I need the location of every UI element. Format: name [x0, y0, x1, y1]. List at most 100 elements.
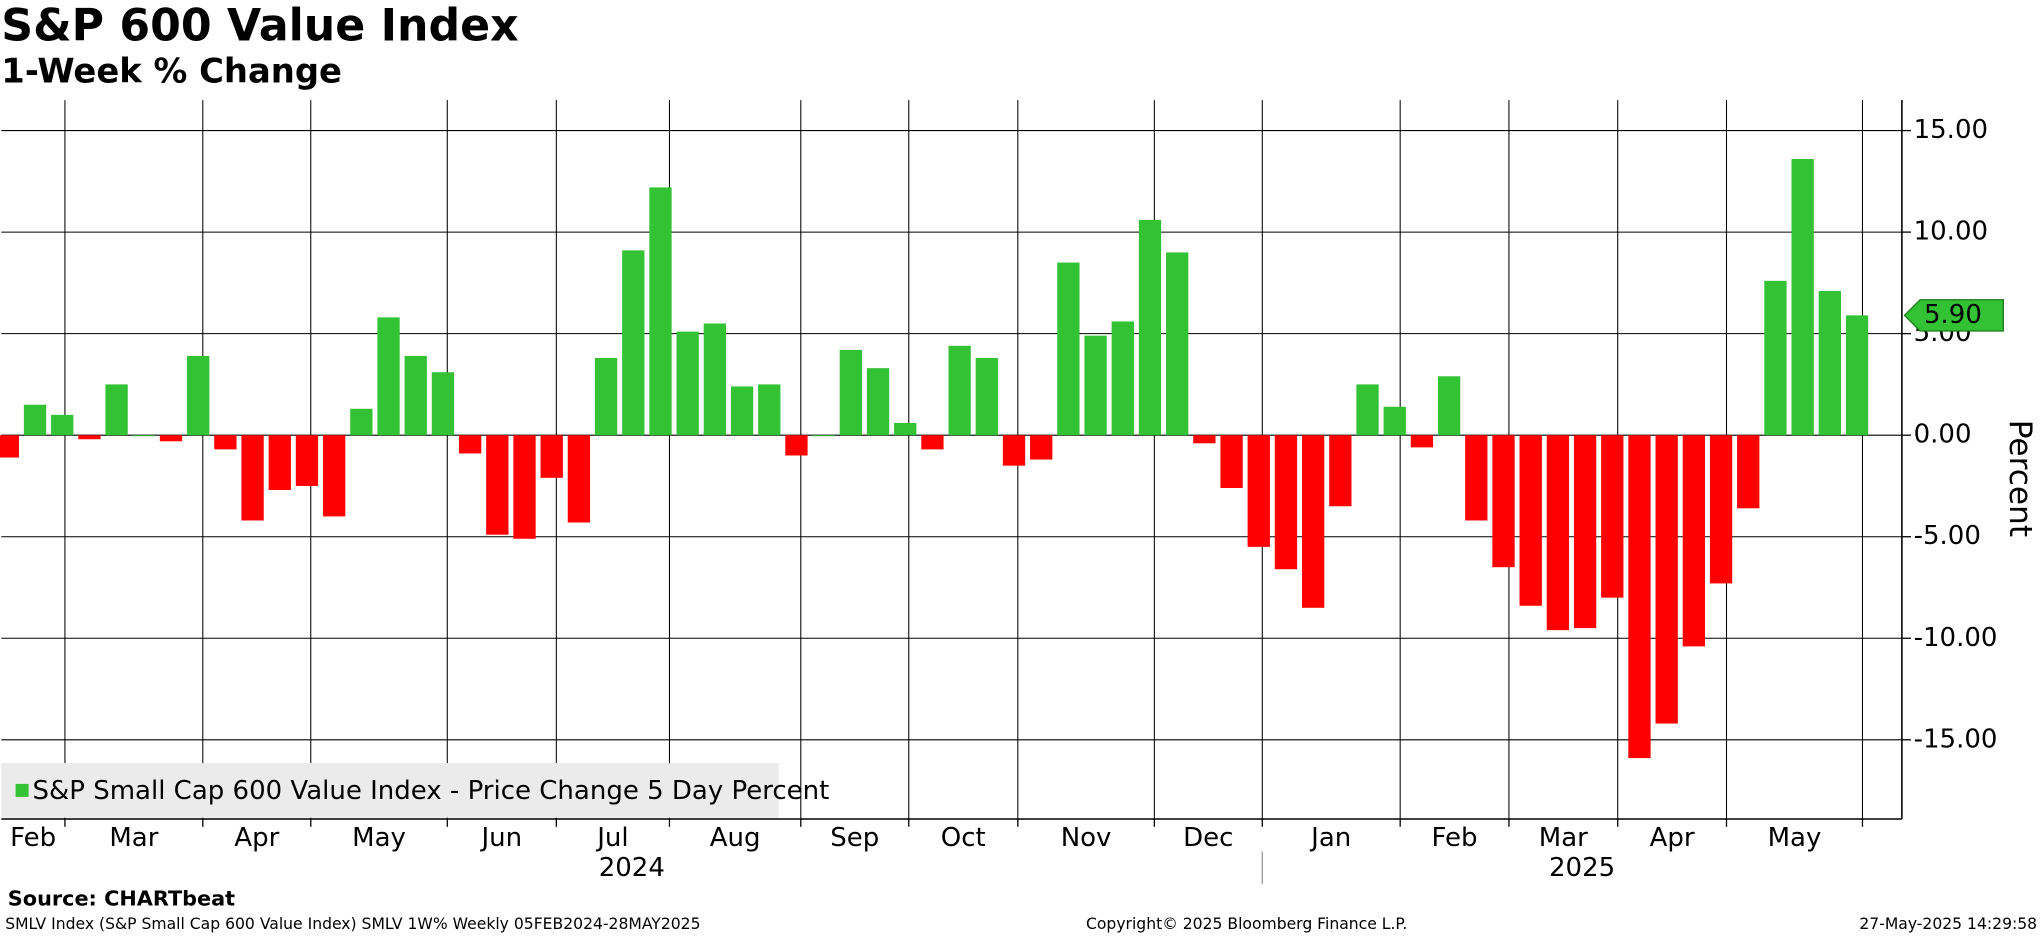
bar	[1410, 435, 1434, 448]
timestamp: 27-May-2025 14:29:58	[1859, 915, 2037, 933]
x-tick-label: Sep	[830, 823, 879, 853]
bar	[866, 368, 890, 436]
bar	[1002, 435, 1026, 466]
bar	[1655, 435, 1678, 724]
bar	[540, 435, 563, 478]
x-tick-label: Oct	[941, 823, 986, 853]
bar	[51, 414, 74, 436]
bar	[758, 384, 781, 436]
bar	[1193, 435, 1216, 444]
x-tick-label: Dec	[1183, 823, 1233, 853]
bar	[1601, 435, 1624, 598]
bar	[567, 435, 591, 523]
chart-title: S&P 600 Value Index	[1, 1, 518, 52]
bar	[703, 323, 727, 436]
bar	[1057, 262, 1080, 436]
bar	[1030, 435, 1053, 460]
bar	[785, 435, 808, 456]
bar	[132, 435, 155, 437]
bar	[323, 435, 346, 517]
bar	[1682, 435, 1706, 647]
y-tick-label: 15.00	[1914, 115, 1988, 145]
bar	[105, 384, 128, 436]
bar	[1818, 290, 1841, 436]
bar	[1791, 158, 1814, 436]
bar	[1437, 376, 1461, 436]
bar	[1138, 219, 1162, 436]
bar	[159, 435, 183, 442]
bar	[377, 317, 400, 436]
bar	[1709, 435, 1733, 584]
x-tick-label: Feb	[10, 823, 56, 853]
x-tick-label: Apr	[1650, 823, 1695, 853]
bar	[486, 435, 509, 535]
bar	[1737, 435, 1760, 509]
bar	[594, 358, 618, 436]
bar	[921, 435, 944, 450]
bar	[187, 355, 210, 436]
bar	[1329, 435, 1352, 507]
bar	[1084, 335, 1107, 436]
bar	[268, 435, 291, 491]
bar	[350, 408, 373, 436]
x-tick-label: Mar	[1539, 823, 1588, 853]
bar	[295, 435, 319, 486]
bar	[404, 355, 427, 436]
y-tick-label: -15.00	[1914, 724, 1998, 754]
x-tick-label: May	[352, 823, 406, 853]
bar	[78, 435, 101, 440]
bar	[730, 386, 754, 436]
bar	[1573, 435, 1597, 629]
y-tick-label: -5.00	[1914, 521, 1981, 551]
chart-subtitle: 1-Week % Change	[1, 51, 342, 90]
bar	[1247, 435, 1270, 547]
legend-swatch	[15, 783, 29, 797]
bar	[513, 435, 536, 539]
source: Source: CHARTbeat	[8, 887, 235, 911]
bar	[1546, 435, 1570, 631]
y-axis-label: Percent	[2002, 420, 2038, 537]
x-tick-label: Jul	[595, 823, 628, 853]
bar	[1301, 435, 1325, 608]
x-tick-label: Mar	[109, 823, 158, 853]
bar	[1166, 252, 1189, 436]
copyright: Copyright© 2025 Bloomberg Finance L.P.	[1086, 915, 1407, 933]
bar	[1111, 321, 1134, 436]
bar	[1274, 435, 1298, 570]
bar	[241, 435, 264, 521]
x-tick-label: Nov	[1061, 823, 1112, 853]
bar	[1383, 406, 1406, 436]
bar	[649, 187, 672, 436]
bar	[839, 349, 862, 436]
y-tick-label: 10.00	[1914, 217, 1988, 247]
legend-box	[1, 763, 779, 818]
bar	[676, 331, 699, 436]
year-label: 2024	[599, 853, 665, 883]
bar	[975, 358, 998, 436]
value-flag	[1903, 299, 2004, 332]
bar	[1492, 435, 1515, 568]
x-tick-label: Apr	[234, 823, 279, 853]
bar	[1356, 384, 1379, 436]
bar	[948, 345, 971, 436]
bar	[1519, 435, 1542, 606]
bar	[894, 422, 917, 436]
bar	[1465, 435, 1488, 521]
bar	[812, 435, 835, 437]
x-tick-label: Jun	[479, 823, 522, 853]
bar	[458, 435, 482, 454]
bar	[431, 372, 455, 436]
footer-description: SMLV Index (S&P Small Cap 600 Value Inde…	[5, 915, 700, 933]
x-tick-label: May	[1768, 823, 1822, 853]
y-tick-label: 0.00	[1914, 420, 1972, 450]
bar	[622, 250, 645, 436]
y-tick-label: -10.00	[1914, 623, 1998, 653]
bar	[1845, 315, 1869, 436]
x-tick-label: Jan	[1309, 823, 1351, 853]
bar	[1220, 435, 1243, 488]
bar	[1628, 435, 1651, 759]
bar	[23, 404, 47, 436]
value-label: 5.90	[1924, 300, 1982, 330]
